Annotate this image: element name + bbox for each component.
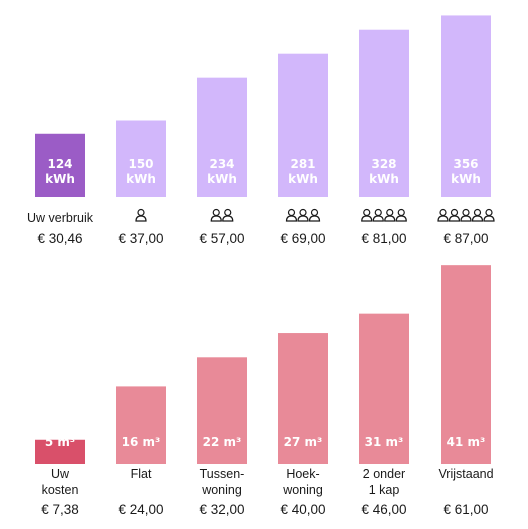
person-icon: [297, 208, 309, 222]
bar-gas-1: [116, 386, 166, 464]
bar-gas-5: [441, 265, 491, 464]
svg-text:Uw verbruik: Uw verbruik: [27, 211, 94, 225]
svg-text:Hoek-: Hoek-: [286, 467, 319, 481]
bar-gas-4: [359, 313, 409, 464]
household-size-icons: [361, 208, 407, 222]
price-label: € 40,00: [280, 502, 325, 517]
category-label: Vrijstaand: [438, 467, 493, 481]
price-label: € 87,00: [443, 231, 488, 246]
person-icon: [372, 208, 384, 222]
category-label: Uw kosten: [42, 467, 79, 497]
price-label: € 69,00: [280, 231, 325, 246]
category-label: 2 onder 1 kap: [363, 467, 405, 497]
svg-text:281: 281: [290, 157, 315, 171]
price-label: € 81,00: [361, 231, 406, 246]
bar-value-label: 16 m³: [122, 435, 161, 449]
person-icon: [210, 208, 222, 222]
svg-text:27 m³: 27 m³: [284, 435, 323, 449]
bar-kwh-2: [197, 77, 247, 197]
svg-text:Vrijstaand: Vrijstaand: [438, 467, 493, 481]
svg-text:16 m³: 16 m³: [122, 435, 161, 449]
person-icon: [483, 208, 495, 222]
person-icon: [222, 208, 234, 222]
svg-text:kWh: kWh: [451, 172, 481, 186]
bar-value-label: 41 m³: [447, 435, 486, 449]
svg-text:kosten: kosten: [42, 483, 79, 497]
person-icon: [437, 208, 449, 222]
svg-text:234: 234: [209, 157, 234, 171]
svg-text:woning: woning: [282, 483, 323, 497]
svg-text:Tussen-: Tussen-: [200, 467, 245, 481]
bar-kwh-0: [35, 133, 85, 197]
category-label: Uw verbruik: [27, 211, 94, 225]
price-label: € 61,00: [443, 502, 488, 517]
price-label: € 7,38: [41, 502, 79, 517]
price-label: € 37,00: [118, 231, 163, 246]
svg-text:woning: woning: [201, 483, 242, 497]
svg-text:kWh: kWh: [369, 172, 399, 186]
bar-gas-0: [35, 439, 85, 464]
person-icon: [308, 208, 321, 222]
person-icon: [460, 208, 472, 222]
person-icon: [361, 208, 373, 222]
svg-text:kWh: kWh: [45, 172, 75, 186]
gas-chart: 5 m³ Uw kosten € 7,38 16 m³ Flat € 24,00 22 m³ T…: [35, 265, 494, 517]
price-label: € 57,00: [199, 231, 244, 246]
svg-text:356: 356: [453, 157, 478, 171]
svg-text:Flat: Flat: [131, 467, 152, 481]
svg-text:5 m³: 5 m³: [45, 435, 75, 449]
bar-value-label: 31 m³: [365, 435, 404, 449]
price-label: € 32,00: [199, 502, 244, 517]
svg-text:22 m³: 22 m³: [203, 435, 242, 449]
svg-text:31 m³: 31 m³: [365, 435, 404, 449]
household-size-icons: [285, 208, 321, 222]
svg-text:kWh: kWh: [207, 172, 237, 186]
svg-text:kWh: kWh: [126, 172, 156, 186]
bar-value-label: 22 m³: [203, 435, 242, 449]
price-label: € 46,00: [361, 502, 406, 517]
svg-text:41 m³: 41 m³: [447, 435, 486, 449]
category-label: Flat: [131, 467, 152, 481]
svg-text:1 kap: 1 kap: [369, 483, 400, 497]
person-icon: [471, 208, 484, 222]
person-icon: [448, 208, 461, 222]
person-icon: [384, 208, 396, 222]
bar-gas-2: [197, 357, 247, 464]
bar-gas-3: [278, 333, 328, 464]
svg-text:kWh: kWh: [288, 172, 318, 186]
category-label: Tussen-woning: [200, 467, 245, 497]
bar-kwh-1: [116, 120, 166, 197]
price-label: € 24,00: [118, 502, 163, 517]
household-size-icons: [437, 208, 495, 222]
bar-kwh-5: [441, 15, 491, 197]
svg-text:2 onder: 2 onder: [363, 467, 405, 481]
category-label: Hoek-woning: [282, 467, 323, 497]
household-size-icons: [135, 208, 147, 222]
bar-kwh-3: [278, 53, 328, 197]
bar-value-label: 5 m³: [45, 435, 75, 449]
person-icon: [395, 208, 407, 222]
household-size-icons: [210, 208, 234, 222]
bar-value-label: 27 m³: [284, 435, 323, 449]
svg-text:150: 150: [128, 157, 153, 171]
price-label: € 30,46: [37, 231, 82, 246]
svg-text:Uw: Uw: [51, 467, 70, 481]
svg-text:124: 124: [47, 157, 72, 171]
person-icon: [285, 208, 298, 222]
person-icon: [135, 208, 147, 222]
bar-kwh-4: [359, 29, 409, 197]
svg-text:328: 328: [371, 157, 396, 171]
